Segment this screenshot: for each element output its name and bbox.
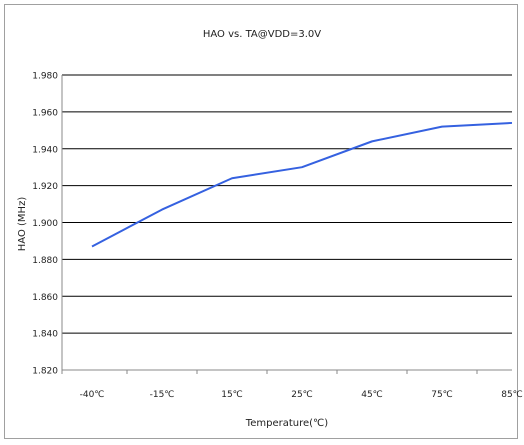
series-group xyxy=(91,121,513,248)
x-tick-label: 75℃ xyxy=(431,390,453,400)
y-tick-label: 1.900 xyxy=(32,219,58,229)
y-tick-label: 1.880 xyxy=(32,256,58,266)
x-tick-label: 15℃ xyxy=(221,390,243,400)
x-tick-label: -40℃ xyxy=(80,390,105,400)
x-tick-label: 45℃ xyxy=(361,390,383,400)
series-line xyxy=(91,121,513,248)
tick-labels: 1.820 1.840 1.860 1.880 1.900 1.920 1.940 1.960… xyxy=(32,72,523,401)
y-tick-label: 1.980 xyxy=(32,72,58,82)
x-tick-label: -15℃ xyxy=(150,390,175,400)
y-axis-label: HAO (MHz) xyxy=(17,197,28,252)
y-tick-label: 1.940 xyxy=(32,145,58,155)
y-tick-label: 1.960 xyxy=(32,108,58,118)
chart-frame xyxy=(4,4,518,439)
x-tick-label: 85℃ xyxy=(501,390,523,400)
x-axis-label: Temperature(℃) xyxy=(245,418,328,429)
y-tick-label: 1.860 xyxy=(32,293,58,303)
y-tick-label: 1.820 xyxy=(32,367,58,377)
axes xyxy=(61,75,512,374)
grid-lines xyxy=(62,74,512,334)
chart-title: HAO vs. TA@VDD=3.0V xyxy=(203,29,321,40)
y-tick-label: 1.840 xyxy=(32,330,58,340)
x-tick-label: 25℃ xyxy=(291,390,313,400)
y-tick-label: 1.920 xyxy=(32,182,58,192)
